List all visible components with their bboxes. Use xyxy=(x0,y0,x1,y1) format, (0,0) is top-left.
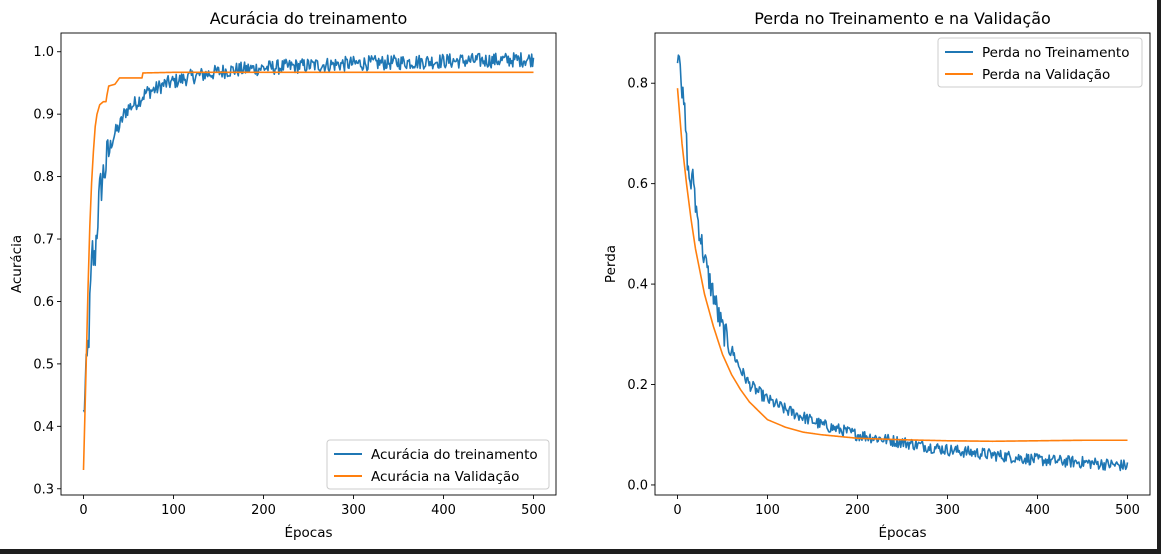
x-tick-label: 400 xyxy=(431,503,456,518)
x-tick-label: 500 xyxy=(1115,503,1140,518)
x-tick-label: 100 xyxy=(755,503,780,518)
series-line-validation xyxy=(676,88,1128,443)
y-tick-label: 0.5 xyxy=(33,357,54,372)
series-line-train xyxy=(676,54,1129,472)
legend: Acurácia do treinamento Acurácia na Valid… xyxy=(326,439,550,490)
legend: Perda no Treinamento Perda na Validação xyxy=(937,37,1143,88)
y-tick-label: 0.4 xyxy=(33,420,54,435)
y-axis-label: Acurácia xyxy=(9,235,25,293)
x-axis-label: Épocas xyxy=(284,524,332,541)
y-tick-label: 0.6 xyxy=(33,295,54,310)
axes-frame xyxy=(654,32,1151,496)
x-tick-label: 200 xyxy=(845,503,870,518)
x-tick-label: 200 xyxy=(251,503,276,518)
legend-label: Perda na Validação xyxy=(982,67,1110,83)
y-tick-label: 0.4 xyxy=(627,278,648,293)
y-tick-label: 0.0 xyxy=(627,478,648,493)
x-tick-label: 0 xyxy=(79,503,87,518)
y-tick-label: 0.2 xyxy=(627,378,648,393)
legend-label: Acurácia do treinamento xyxy=(371,447,538,463)
legend-box xyxy=(937,37,1143,88)
series-line-validation xyxy=(82,71,534,471)
x-tick-label: 0 xyxy=(673,503,681,518)
y-tick-label: 0.8 xyxy=(627,77,648,92)
x-tick-label: 300 xyxy=(341,503,366,518)
y-tick-label: 0.7 xyxy=(33,233,54,248)
legend-label: Acurácia na Validação xyxy=(371,469,519,485)
x-tick-label: 400 xyxy=(1025,503,1050,518)
legend-label: Perda no Treinamento xyxy=(982,45,1130,61)
y-tick-label: 1.0 xyxy=(33,45,54,60)
y-axis-label: Perda xyxy=(603,245,619,283)
axes-frame xyxy=(60,32,557,496)
series-line-train xyxy=(82,52,535,413)
y-tick-label: 0.6 xyxy=(627,177,648,192)
y-tick-label: 0.8 xyxy=(33,170,54,185)
x-tick-label: 300 xyxy=(935,503,960,518)
x-tick-label: 100 xyxy=(161,503,186,518)
y-tick-label: 0.9 xyxy=(33,108,54,123)
chart-title: Perda no Treinamento e na Validação xyxy=(754,9,1051,28)
x-axis-label: Épocas xyxy=(878,524,926,541)
legend-box xyxy=(326,439,550,490)
chart-2: 0 100 200 300 400 500 0.0 0.2 0.4 0.6 0.8 Perda no … xyxy=(603,9,1151,541)
y-tick-label: 0.3 xyxy=(33,482,54,497)
chart-1: 0 100 200 300 400 500 0.3 0.4 0.5 0.6 0.7 0.8 0.9 1.0… xyxy=(9,9,557,541)
x-tick-label: 500 xyxy=(521,503,546,518)
chart-title: Acurácia do treinamento xyxy=(210,9,408,28)
